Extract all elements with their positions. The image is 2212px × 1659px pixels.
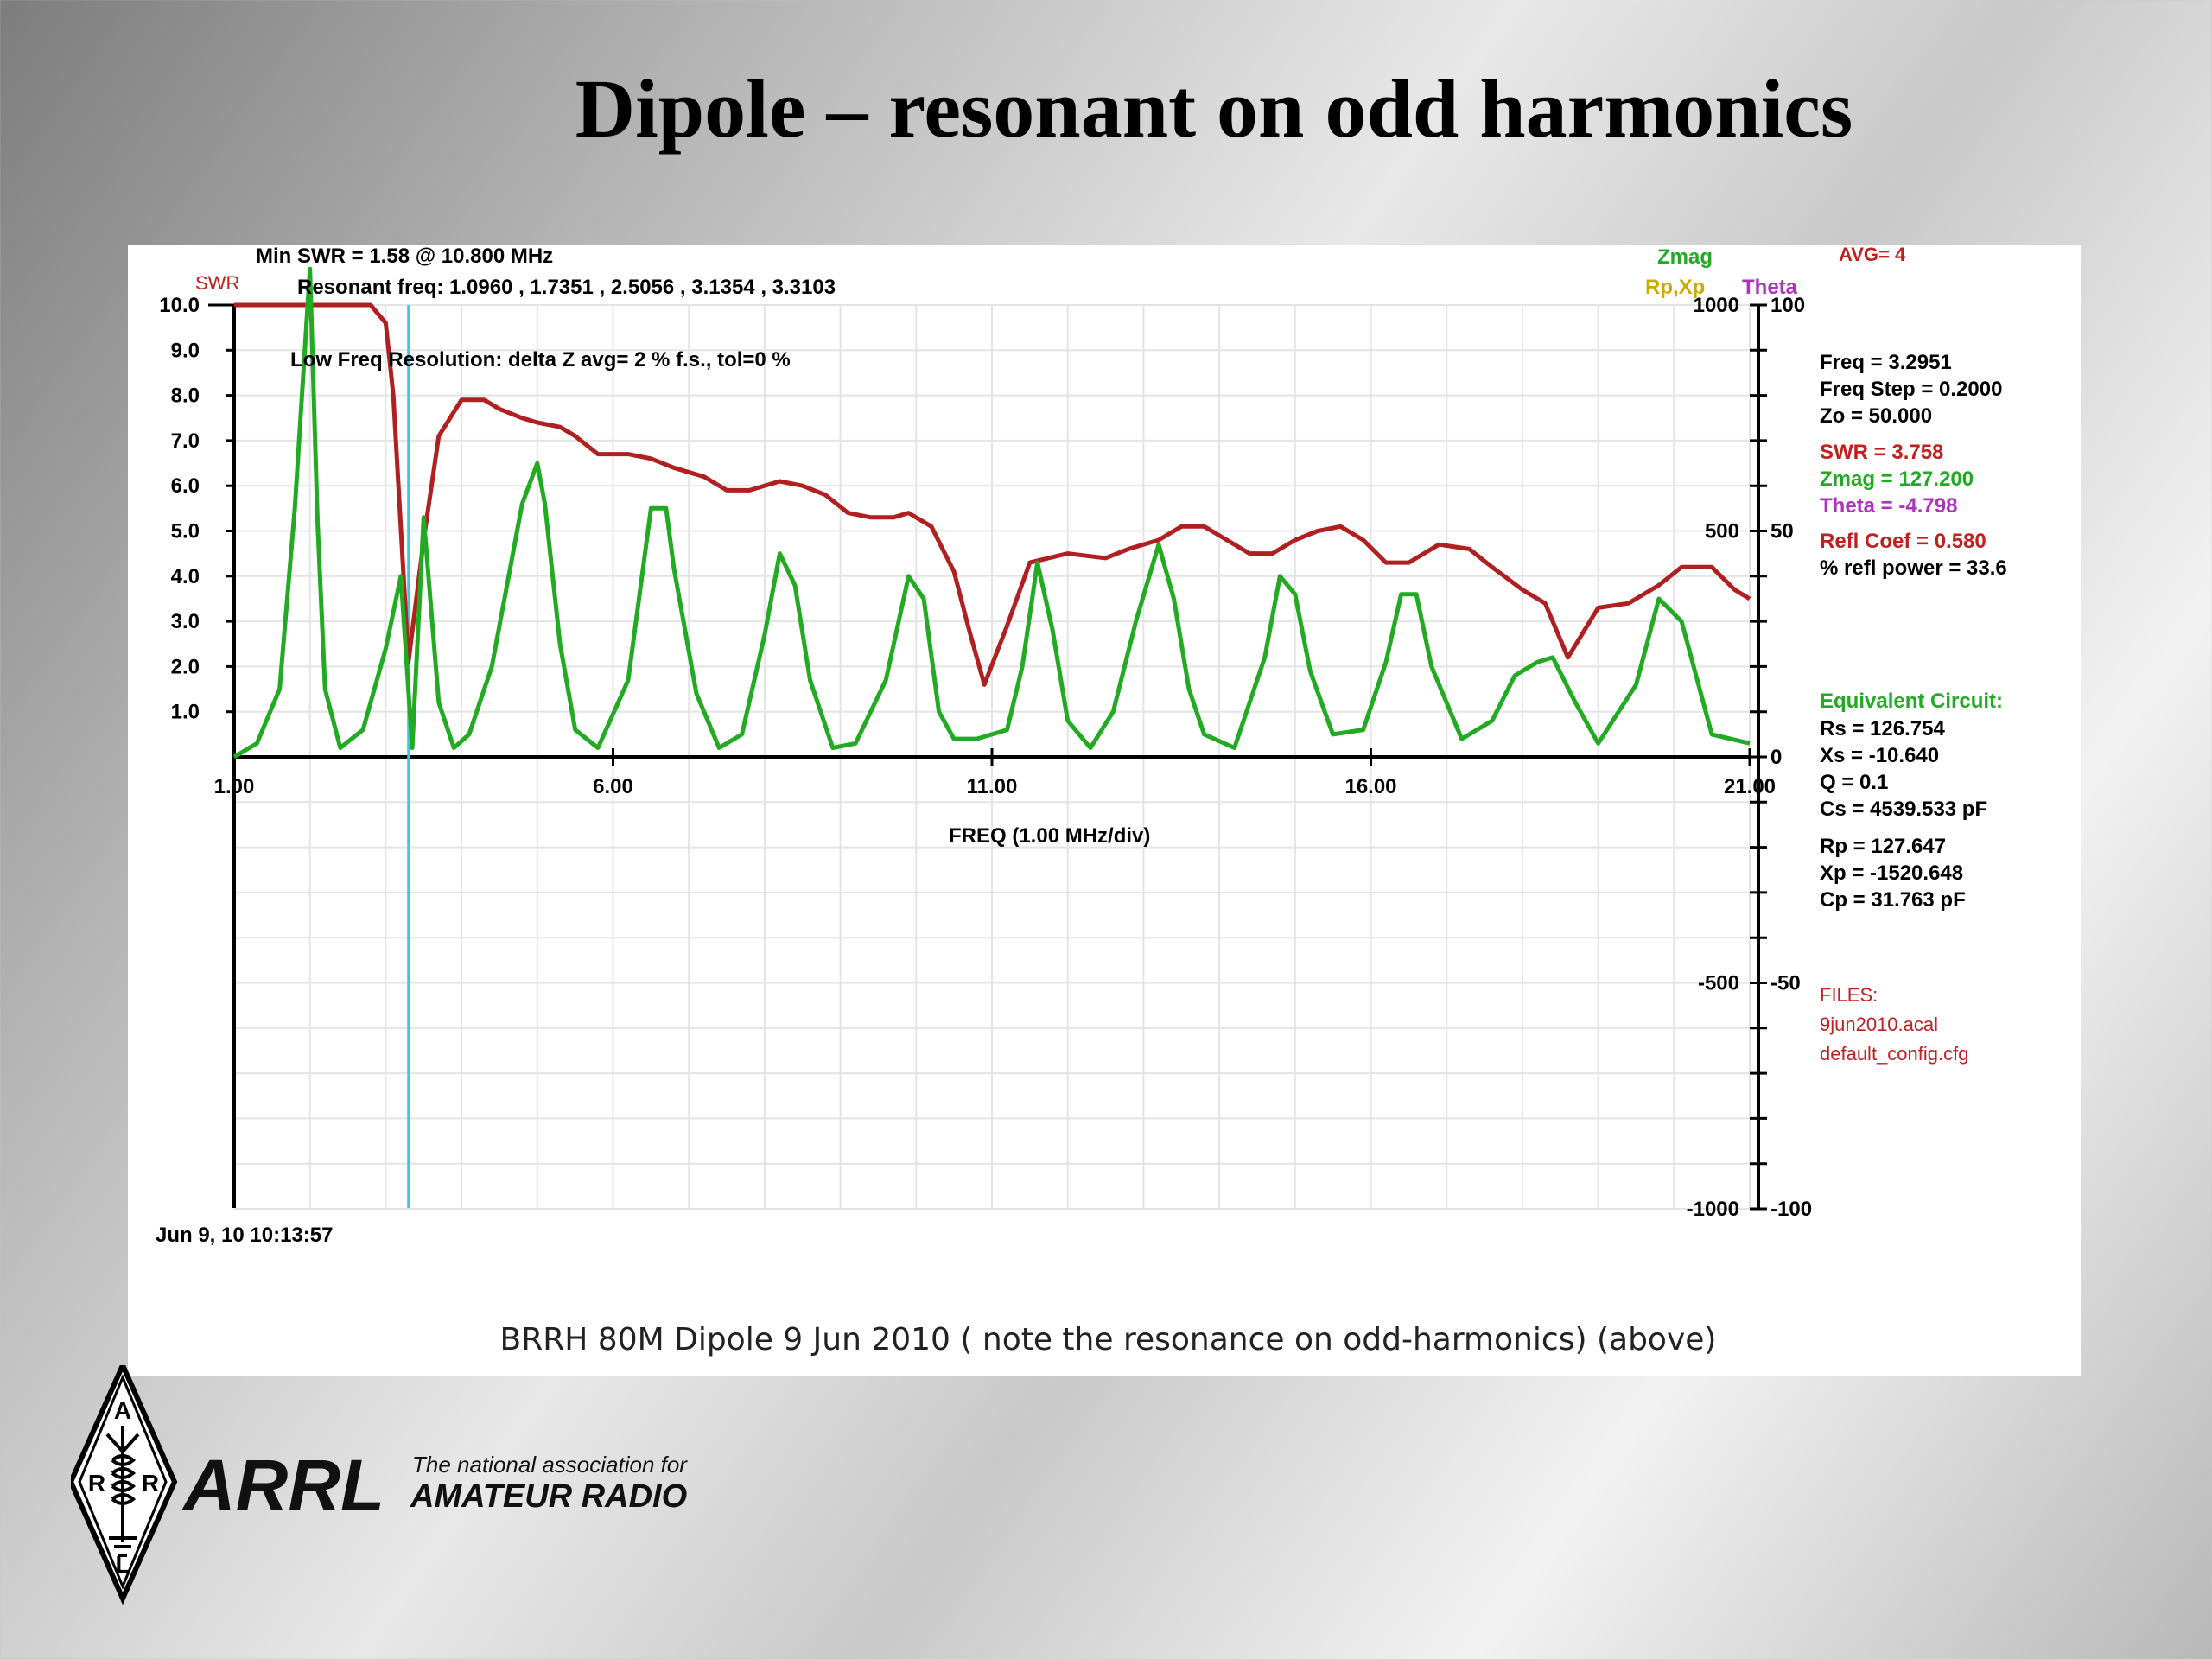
resonant-freq-label: Resonant freq: 1.0960 , 1.7351 , 2.5056 … <box>297 276 836 299</box>
chart-panel: 10.0 9.0 8.0 7.0 6.0 5.0 4.0 3.0 2.0 1.0 1.00 6.00 1… <box>128 245 2081 1376</box>
low-freq-note: Low Freq Resolution: delta Z avg= 2 % f.… <box>290 348 791 372</box>
theta-tick-label: -50 <box>1770 972 1801 995</box>
diamond-letter-right: R <box>142 1470 159 1497</box>
readout-swr: SWR = 3.758 <box>1820 441 1943 464</box>
arrl-diamond-emblem: A R R L <box>71 1365 178 1605</box>
zmag-tick-label: -1000 <box>1687 1198 1739 1221</box>
readout-rp: Rp = 127.647 <box>1820 835 1946 858</box>
zmag-tick-label: 500 <box>1705 520 1739 543</box>
axis-layer: 10.0 9.0 8.0 7.0 6.0 5.0 4.0 3.0 2.0 1.0 1.00 6.00 1… <box>159 294 1812 1221</box>
readout-xs: Xs = -10.640 <box>1820 744 1939 767</box>
readout-cp: Cp = 31.763 pF <box>1820 888 1966 912</box>
chart-caption: BRRH 80M Dipole 9 Jun 2010 ( note the re… <box>499 1322 1717 1357</box>
readout-refl-coef: Refl Coef = 0.580 <box>1820 530 1986 553</box>
readout-panel: Freq = 3.2951 Freq Step = 0.2000 Zo = 50… <box>1820 351 2007 1065</box>
readout-cs: Cs = 4539.533 pF <box>1820 798 1987 821</box>
swr-tick-label: 5.0 <box>171 520 200 543</box>
swr-tick-label: 7.0 <box>171 429 200 453</box>
readout-zo: Zo = 50.000 <box>1820 404 1932 428</box>
rpxp-axis-title: Rp,Xp <box>1645 276 1705 299</box>
x-axis-label: FREQ (1.00 MHz/div) <box>949 824 1150 848</box>
timestamp: Jun 9, 10 10:13:57 <box>156 1224 333 1247</box>
theta-tick-label: -100 <box>1770 1198 1812 1221</box>
theta-tick-label: 0 <box>1770 746 1782 769</box>
x-tick-label: 6.00 <box>593 775 633 798</box>
equiv-circuit-title: Equivalent Circuit: <box>1820 690 2003 713</box>
swr-tick-label: 8.0 <box>171 385 200 408</box>
chart-svg: 10.0 9.0 8.0 7.0 6.0 5.0 4.0 3.0 2.0 1.0 1.00 6.00 1… <box>156 245 2007 1247</box>
avg-label: AVG= 4 <box>1839 245 1906 265</box>
x-tick-label: 21.00 <box>1724 775 1776 798</box>
swr-axis-title: SWR <box>195 272 239 294</box>
slide-title: Dipole – resonant on odd harmonics <box>575 62 1853 155</box>
zmag-tick-label: -500 <box>1698 972 1739 995</box>
readout-rs: Rs = 126.754 <box>1820 717 1945 741</box>
diamond-letter-left: R <box>88 1470 105 1497</box>
readout-xp: Xp = -1520.648 <box>1820 861 1963 885</box>
series-line-swr <box>234 302 1751 687</box>
readout-theta: Theta = -4.798 <box>1820 494 1957 518</box>
file-acal: 9jun2010.acal <box>1820 1014 1938 1035</box>
arrl-tagline-1: The national association for <box>412 1452 688 1478</box>
readout-freq: Freq = 3.2951 <box>1820 351 1952 374</box>
series-layer <box>232 266 1751 1208</box>
swr-tick-label: 6.0 <box>171 474 200 498</box>
swr-tick-label: 3.0 <box>171 610 200 633</box>
arrl-logo: A R R L ARRL The national association fo… <box>71 1365 688 1605</box>
diamond-letter-top: A <box>114 1397 131 1424</box>
diamond-letter-bottom: L <box>115 1551 130 1578</box>
x-tick-label: 11.00 <box>967 775 1018 798</box>
theta-axis-title: Theta <box>1742 276 1798 299</box>
swr-tick-label: 10.0 <box>159 294 200 317</box>
theta-tick-label: 50 <box>1770 520 1794 543</box>
x-tick-label: 16.00 <box>1344 775 1396 798</box>
swr-tick-label: 4.0 <box>171 565 200 588</box>
swr-tick-label: 9.0 <box>171 339 200 362</box>
zmag-tick-label: 1000 <box>1694 294 1739 317</box>
theta-tick-label: 100 <box>1770 294 1805 317</box>
readout-refl-power: % refl power = 33.6 <box>1820 556 2007 580</box>
min-swr-label: Min SWR = 1.58 @ 10.800 MHz <box>256 245 553 268</box>
zmag-axis-title: Zmag <box>1657 245 1713 269</box>
file-config: default_config.cfg <box>1820 1043 1968 1065</box>
text-layer: Min SWR = 1.58 @ 10.800 MHz SWR Resonant… <box>156 245 1906 1247</box>
x-tick-label: 1.00 <box>214 775 255 798</box>
arrl-tagline-2: AMATEUR RADIO <box>410 1478 687 1515</box>
arrl-wordmark: ARRL <box>181 1445 385 1526</box>
readout-freq-step: Freq Step = 0.2000 <box>1820 378 2002 401</box>
series-line-zmag <box>232 266 1751 760</box>
readout-q: Q = 0.1 <box>1820 771 1888 794</box>
swr-tick-label: 2.0 <box>171 655 200 678</box>
readout-zmag: Zmag = 127.200 <box>1820 467 1974 491</box>
files-title: FILES: <box>1820 984 1878 1006</box>
swr-tick-label: 1.0 <box>171 701 200 724</box>
